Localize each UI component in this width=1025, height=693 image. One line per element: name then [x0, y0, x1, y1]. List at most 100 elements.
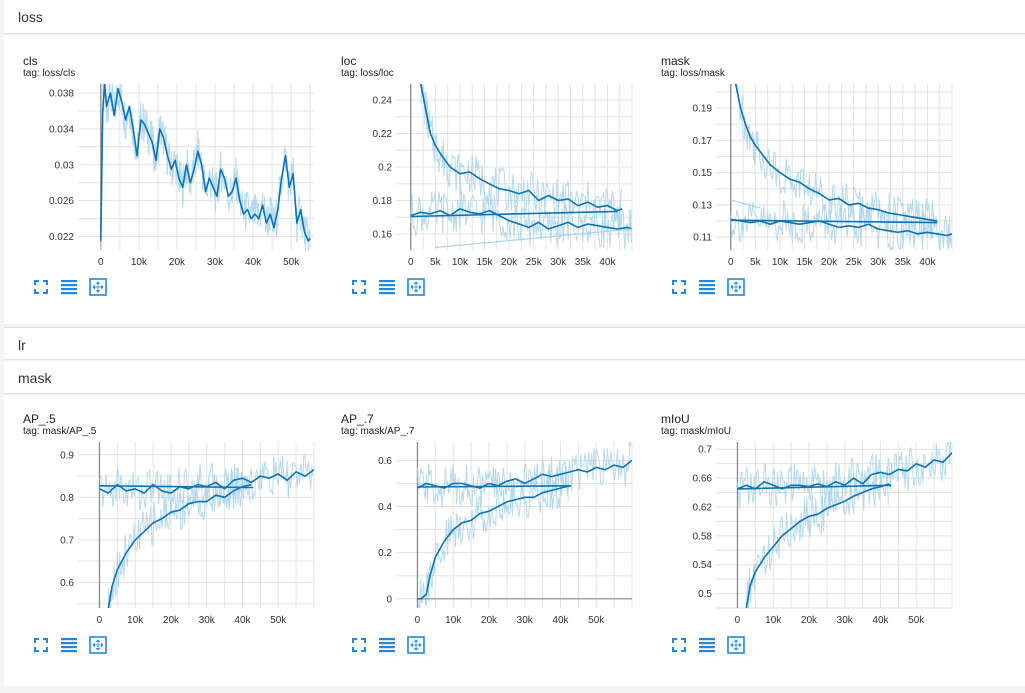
chart-title: cls: [23, 54, 38, 68]
toggle-log-scale-button[interactable]: [698, 636, 716, 654]
y-tick-label: 0.038: [49, 88, 74, 99]
y-tick-label: 0.034: [49, 124, 74, 135]
toggle-log-scale-icon: [699, 280, 715, 295]
x-tick-label: 50k: [588, 615, 605, 626]
x-tick-label: 5k: [430, 257, 442, 268]
y-tick-label: 0.58: [693, 531, 713, 542]
x-tick-label: 10k: [127, 615, 144, 626]
fit-domain-icon: [407, 278, 425, 296]
y-tick-label: 0.62: [693, 502, 713, 513]
y-tick-label: 0.2: [378, 548, 392, 559]
fullscreen-button[interactable]: [350, 636, 368, 654]
chart-plot[interactable]: 0 0.2 0.4 0.6 0 10k 20k 30k 40k 50k: [322, 440, 637, 636]
toggle-log-scale-button[interactable]: [698, 278, 716, 296]
x-tick-label: 35k: [895, 257, 912, 268]
chart-tag: tag: loss/cls: [23, 68, 76, 79]
series-line-run-b: [745, 483, 890, 608]
y-tick-label: 0.022: [49, 232, 74, 243]
chart-plot[interactable]: 0.16 0.18 0.2 0.22 0.24 0 5k 10k 15k 20k 25k 30k 35k…: [322, 82, 637, 278]
x-tick-label: 5k: [750, 257, 762, 268]
mask-charts-area: AP_.5 tag: mask/AP_.5 0.6 0.7 0.8 0.9 0 10k 20k 3…: [4, 396, 1025, 686]
y-tick-label: 0.18: [373, 196, 393, 207]
x-tick-label: 20k: [481, 615, 498, 626]
y-tick-label: 0: [386, 594, 392, 605]
y-tick-label: 0.9: [60, 450, 74, 461]
chart-plot[interactable]: 0.5 0.54 0.58 0.62 0.66 0.7 0 10k 20k 30k 40k 50k: [642, 440, 957, 636]
chart-title: loc: [341, 54, 357, 68]
chart-plot[interactable]: 0.6 0.7 0.8 0.9 0 10k 20k 30k 40k 50k: [4, 440, 319, 636]
fit-domain-button[interactable]: [727, 278, 745, 296]
x-tick-label: 15k: [796, 257, 813, 268]
x-tick-label: 40k: [552, 615, 569, 626]
chart-title: mIoU: [661, 412, 690, 426]
series-raw-run-a: [99, 454, 314, 514]
fullscreen-icon: [352, 280, 366, 294]
toggle-log-scale-button[interactable]: [378, 278, 396, 296]
series-line-run-c: [410, 210, 618, 218]
series-line-faint: [730, 199, 761, 209]
chart-plot[interactable]: 0.11 0.13 0.15 0.17 0.19 0 5k 10k 15k 20k 25k 30k 35…: [642, 82, 957, 278]
series-line-run-c: [99, 485, 254, 489]
fullscreen-icon: [34, 638, 48, 652]
series-raw-run-a: [735, 84, 937, 240]
chart-card-miou: mIoU tag: mask/mIoU 0.5 0.54 0.58 0.62 0.66 0.7…: [642, 412, 957, 682]
y-tick-label: 0.8: [60, 493, 74, 504]
x-tick-label: 30k: [207, 257, 224, 268]
series-line-run-c: [737, 484, 892, 490]
fit-domain-button[interactable]: [407, 636, 425, 654]
fullscreen-button[interactable]: [670, 636, 688, 654]
x-tick-label: 20k: [801, 615, 818, 626]
toggle-log-scale-button[interactable]: [60, 636, 78, 654]
section-header-mask[interactable]: mask: [4, 361, 1025, 394]
chart-tag: tag: mask/mIoU: [661, 426, 732, 437]
section-header-loss[interactable]: loss: [4, 0, 1025, 34]
fit-domain-button[interactable]: [727, 636, 745, 654]
y-tick-label: 0.11: [693, 233, 712, 244]
y-tick-label: 0.7: [698, 445, 712, 456]
fullscreen-icon: [34, 280, 48, 294]
y-tick-label: 0.54: [693, 560, 713, 571]
fullscreen-button[interactable]: [32, 278, 50, 296]
x-tick-label: 20k: [163, 615, 180, 626]
fullscreen-button[interactable]: [32, 636, 50, 654]
fit-domain-button[interactable]: [407, 278, 425, 296]
series-raw-smoothed: [100, 84, 311, 250]
chart-tag: tag: loss/loc: [341, 68, 394, 79]
y-tick-label: 0.19: [693, 104, 713, 115]
x-tick-label: 30k: [517, 615, 534, 626]
series-line-faint: [435, 228, 632, 249]
section-header-lr[interactable]: lr: [4, 327, 1025, 360]
chart-title: AP_.7: [341, 412, 374, 426]
y-tick-label: 0.026: [49, 196, 74, 207]
series-line-run-a: [417, 459, 632, 489]
y-tick-label: 0.6: [60, 578, 74, 589]
series-line-run-b: [730, 218, 952, 237]
chart-title: AP_.5: [23, 412, 56, 426]
fullscreen-button[interactable]: [350, 278, 368, 296]
toggle-log-scale-button[interactable]: [60, 278, 78, 296]
toggle-log-scale-icon: [379, 638, 395, 653]
y-tick-label: 0.24: [373, 95, 393, 106]
chart-plot[interactable]: 0.022 0.026 0.03 0.034 0.038 0 10k 20k 30k 40k 50k: [4, 82, 319, 278]
chart-tag: tag: mask/AP_.7: [341, 426, 415, 437]
x-tick-label: 10k: [765, 615, 782, 626]
x-tick-label: 30k: [199, 615, 216, 626]
fit-domain-button[interactable]: [89, 278, 107, 296]
chart-card-loc: loc tag: loss/loc 0.16 0.18 0.2 0.22 0.24 0 5k 10…: [322, 54, 637, 324]
toggle-log-scale-button[interactable]: [378, 636, 396, 654]
x-tick-label: 0: [97, 615, 103, 626]
x-tick-label: 30k: [837, 615, 854, 626]
series-line-run-a: [737, 452, 952, 490]
series-line-run-b: [410, 208, 632, 230]
fit-domain-icon: [89, 636, 107, 654]
series-line-run-a: [419, 84, 623, 212]
fit-domain-icon: [727, 636, 745, 654]
x-tick-label: 10k: [445, 615, 462, 626]
section-label: loss: [18, 9, 43, 25]
fullscreen-button[interactable]: [670, 278, 688, 296]
series-line-run-b: [107, 483, 252, 608]
y-tick-label: 0.7: [60, 535, 74, 546]
fit-domain-button[interactable]: [89, 636, 107, 654]
x-tick-label: 15k: [476, 257, 493, 268]
x-tick-label: 20k: [821, 257, 838, 268]
